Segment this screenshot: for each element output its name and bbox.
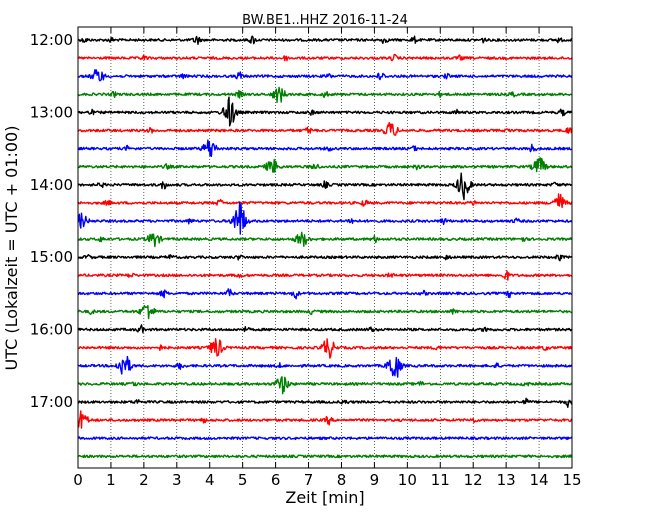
y-tick-label: 17:00 xyxy=(30,393,73,411)
x-tick-label: 11 xyxy=(431,471,450,489)
x-tick-label: 15 xyxy=(562,471,581,489)
trace-line xyxy=(77,172,573,201)
x-tick-label: 12 xyxy=(464,471,483,489)
trace-line xyxy=(77,53,573,62)
x-tick-label: 8 xyxy=(337,471,347,489)
y-tick-label: 12:00 xyxy=(30,31,73,49)
trace-line xyxy=(77,454,573,459)
trace-line xyxy=(77,201,573,235)
x-tick-label: 3 xyxy=(172,471,182,489)
x-tick-label: 10 xyxy=(398,471,417,489)
trace-line xyxy=(77,96,573,127)
x-axis-label: Zeit [min] xyxy=(285,488,364,507)
trace-line xyxy=(77,254,573,262)
chart-title: BW.BE1..HHZ 2016-11-24 xyxy=(242,13,408,28)
x-tick-label: 7 xyxy=(304,471,314,489)
trace-line xyxy=(77,376,573,395)
x-tick-label: 0 xyxy=(73,471,83,489)
y-tick-label: 15:00 xyxy=(30,248,73,266)
trace-line xyxy=(77,436,573,441)
x-tick-label: 4 xyxy=(205,471,215,489)
trace-line xyxy=(77,355,573,378)
trace-line xyxy=(77,338,573,359)
trace-line xyxy=(77,139,573,157)
trace-line xyxy=(77,86,573,104)
trace-line xyxy=(77,288,573,300)
x-tick-label: 1 xyxy=(106,471,116,489)
trace-line xyxy=(77,270,573,281)
trace-line xyxy=(78,304,573,320)
y-axis-label: UTC (Lokalzeit = UTC + 01:00) xyxy=(2,126,21,371)
trace-line xyxy=(77,69,573,82)
y-tick-label: 14:00 xyxy=(30,176,73,194)
x-tick-label: 13 xyxy=(497,471,516,489)
trace-line xyxy=(77,324,573,334)
trace-line xyxy=(77,193,573,209)
x-tick-labels: 0 1 2 3 4 5 6 7 8 9 10 11 12 13 14 15 xyxy=(73,471,581,489)
x-tick-label: 5 xyxy=(238,471,248,489)
x-tick-label: 6 xyxy=(271,471,281,489)
x-tick-label: 9 xyxy=(370,471,380,489)
y-tick-label: 13:00 xyxy=(30,103,73,121)
axis-ticks xyxy=(77,27,573,468)
trace-line xyxy=(77,397,573,408)
x-tick-label: 2 xyxy=(139,471,149,489)
plot-frame xyxy=(77,26,573,469)
seismic-traces xyxy=(77,35,573,459)
trace-line xyxy=(77,410,573,429)
trace-line xyxy=(77,157,572,173)
y-tick-labels: 12:00 13:00 14:00 15:00 16:00 17:00 xyxy=(30,31,73,411)
y-tick-label: 16:00 xyxy=(30,321,73,339)
trace-line xyxy=(77,121,573,136)
trace-line xyxy=(77,35,572,45)
trace-line xyxy=(77,231,573,248)
x-tick-label: 14 xyxy=(530,471,549,489)
